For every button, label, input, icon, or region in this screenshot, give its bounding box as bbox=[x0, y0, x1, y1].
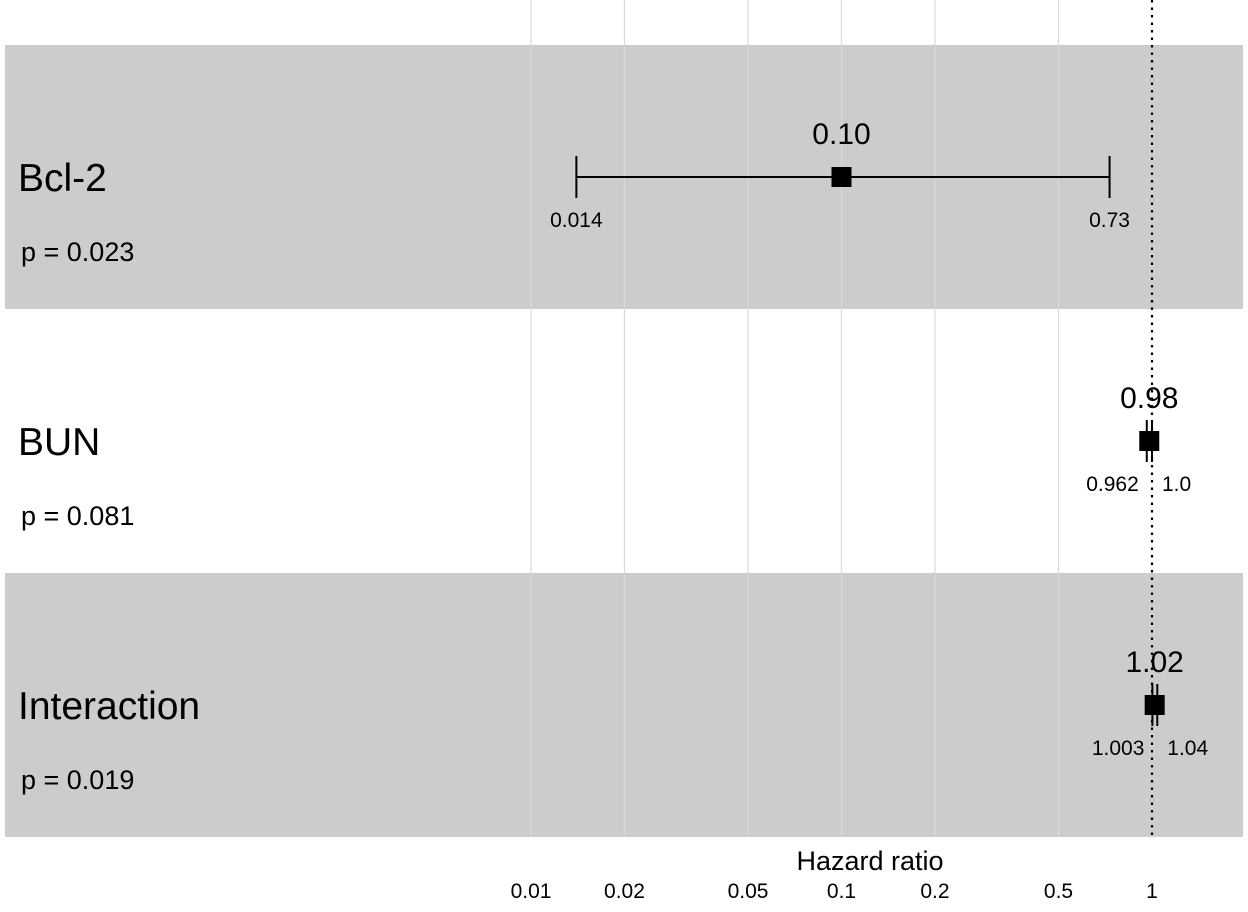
row-p-value: p = 0.081 bbox=[21, 501, 134, 531]
x-tick-label: 0.05 bbox=[728, 880, 769, 903]
forest-row-1: Bcl-2 p = 0.023 0.10 0.014 0.73 bbox=[18, 118, 1130, 267]
row-label: BUN bbox=[18, 421, 100, 464]
estimate-label: 0.10 bbox=[812, 118, 870, 151]
x-tick-label: 0.5 bbox=[1044, 880, 1073, 903]
row-p-value: p = 0.023 bbox=[21, 237, 134, 267]
ci-upper-label: 0.73 bbox=[1089, 209, 1130, 232]
x-tick-label: 0.01 bbox=[511, 880, 552, 903]
grid-lines bbox=[530, 0, 1060, 837]
x-tick-label: 0.02 bbox=[604, 880, 645, 903]
point-estimate bbox=[1144, 695, 1165, 715]
estimate-label: 1.02 bbox=[1125, 646, 1183, 679]
x-tick-label: 0.1 bbox=[827, 880, 856, 903]
x-axis: Hazard ratio 0.01 0.02 0.05 0.1 0.2 0.5 1 bbox=[511, 846, 1158, 903]
point-estimate bbox=[831, 167, 852, 187]
estimate-label: 0.98 bbox=[1120, 382, 1178, 415]
ci-lower-label: 0.962 bbox=[1086, 473, 1139, 496]
x-tick-label: 0.2 bbox=[920, 880, 949, 903]
forest-row-3: Interaction p = 0.019 1.02 1.003 1.04 bbox=[18, 646, 1208, 795]
row-p-value: p = 0.019 bbox=[21, 765, 134, 795]
point-estimate bbox=[1139, 431, 1160, 451]
ci-lower-label: 0.014 bbox=[550, 209, 603, 232]
row-label: Bcl-2 bbox=[18, 157, 107, 200]
x-tick-label: 1 bbox=[1146, 880, 1158, 903]
ci-upper-label: 1.0 bbox=[1162, 473, 1191, 496]
forest-rows: Bcl-2 p = 0.023 0.10 0.014 0.73 BUN p = 0.081 0… bbox=[18, 118, 1208, 795]
ci-upper-label: 1.04 bbox=[1167, 737, 1208, 760]
x-axis-title: Hazard ratio bbox=[796, 846, 943, 876]
ci-lower-label: 1.003 bbox=[1092, 737, 1145, 760]
forest-row-2: BUN p = 0.081 0.98 0.962 1.0 bbox=[18, 382, 1191, 531]
row-label: Interaction bbox=[18, 685, 200, 728]
